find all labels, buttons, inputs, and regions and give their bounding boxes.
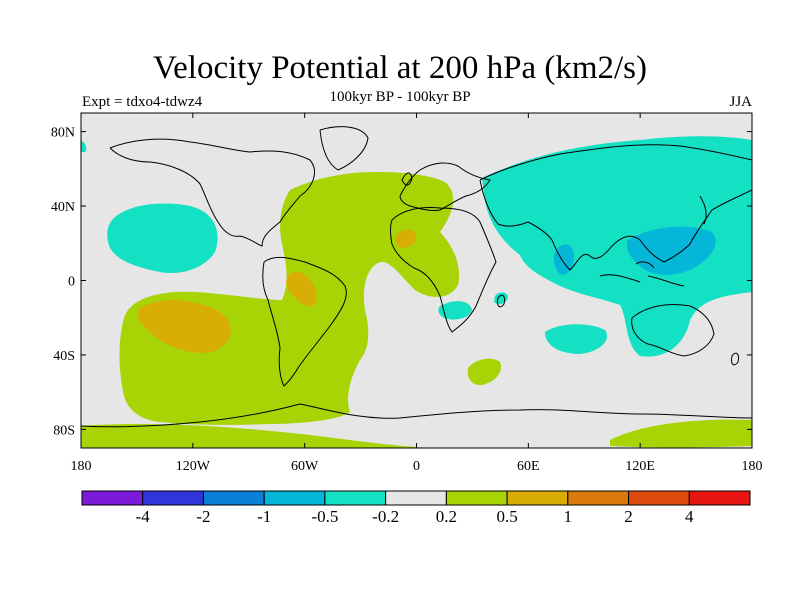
positive-core-amazon bbox=[286, 271, 317, 307]
lat-tick-label: 80S bbox=[53, 423, 75, 438]
coast-asia bbox=[479, 144, 752, 271]
colorbar-swatch bbox=[688, 490, 751, 506]
coast-indonesia bbox=[599, 261, 685, 287]
coast-japan bbox=[699, 195, 707, 225]
lat-tick-label: 0 bbox=[68, 275, 75, 290]
colorbar-swatch bbox=[567, 490, 630, 506]
colorbar-swatch bbox=[142, 490, 204, 506]
lon-tick-label: 120W bbox=[176, 459, 211, 474]
colorbar-swatch bbox=[506, 490, 569, 506]
negative-core-india bbox=[553, 244, 574, 275]
colorbar-label: 1 bbox=[564, 507, 573, 526]
coast-madagascar bbox=[497, 294, 505, 308]
coast-greenland bbox=[319, 126, 369, 171]
colorbar-label: -1 bbox=[257, 507, 271, 526]
colorbar-label: 4 bbox=[685, 507, 694, 526]
positive-core-south-pacific bbox=[137, 300, 231, 353]
positive-region-southern-band bbox=[81, 423, 440, 448]
positive-region-atlantic-americas bbox=[119, 172, 460, 425]
coastlines bbox=[81, 126, 752, 428]
coast-north-america bbox=[109, 138, 315, 247]
negative-region-asia-pacific bbox=[482, 136, 752, 357]
experiment-label: Expt = tdxo4-tdwz4 bbox=[82, 94, 203, 110]
coast-new-zealand bbox=[731, 352, 739, 366]
lat-tick-label: 80N bbox=[51, 126, 75, 141]
negative-region-madagascar bbox=[438, 301, 472, 320]
colorbar-label: 0.5 bbox=[496, 507, 517, 526]
chart-subtitle: 100kyr BP - 100kyr BP bbox=[329, 89, 471, 105]
lon-tick-label: 0 bbox=[413, 459, 420, 474]
colorbar-label: -4 bbox=[136, 507, 151, 526]
lon-tick-label: 180 bbox=[71, 459, 92, 474]
lon-tick-label: 180 bbox=[742, 459, 763, 474]
chart-title: Velocity Potential at 200 hPa (km2/s) bbox=[152, 50, 648, 86]
coast-australia bbox=[631, 304, 715, 357]
coast-south-america bbox=[262, 256, 347, 387]
coast-europe bbox=[399, 162, 491, 211]
lon-tick-label: 60W bbox=[291, 459, 319, 474]
lon-tick-label: 60E bbox=[517, 459, 540, 474]
lat-tick-label: 40S bbox=[53, 349, 75, 364]
coast-uk bbox=[401, 172, 413, 186]
positive-region-indian-ocean-small bbox=[467, 358, 501, 386]
colorbar-swatch bbox=[202, 490, 265, 506]
latitude-axis: 80N 40N 0 40S 80S bbox=[51, 126, 752, 438]
colorbar-label: 0.2 bbox=[436, 507, 457, 526]
colorbar-label: -0.5 bbox=[311, 507, 338, 526]
lon-tick-label: 120E bbox=[625, 459, 655, 474]
lat-tick-label: 40N bbox=[51, 200, 75, 215]
negative-region-north-pacific bbox=[107, 203, 218, 274]
colorbar-label: -2 bbox=[196, 507, 210, 526]
colorbar-label: -0.2 bbox=[372, 507, 399, 526]
coast-africa bbox=[390, 207, 497, 333]
colorbar-label: 2 bbox=[624, 507, 633, 526]
negative-region-west-edge bbox=[81, 140, 87, 152]
colorbar-swatch bbox=[324, 490, 387, 506]
colorbar-swatch bbox=[445, 490, 508, 506]
colorbar-swatch bbox=[263, 490, 326, 506]
positive-region-southeast-far bbox=[610, 419, 752, 448]
colorbar-swatch bbox=[628, 490, 690, 506]
season-label: JJA bbox=[729, 94, 752, 110]
coast-antarctica bbox=[81, 403, 752, 428]
map-field bbox=[81, 113, 752, 448]
colorbar-swatch bbox=[81, 490, 144, 506]
longitude-axis: 180 120W 60W 0 60E 120E 180 bbox=[71, 113, 763, 474]
positive-core-sahara bbox=[395, 229, 417, 248]
colorbar-swatch bbox=[385, 490, 447, 506]
colorbar: -4 -2 -1 -0.5 -0.2 0.2 0.5 1 2 4 bbox=[81, 490, 751, 526]
negative-region-south-indian bbox=[545, 324, 608, 354]
